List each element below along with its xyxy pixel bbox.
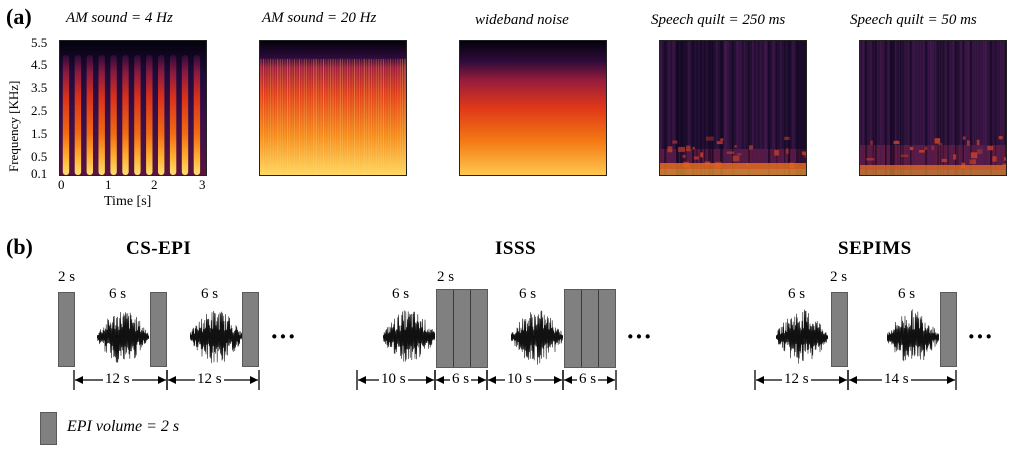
ytick-4-5: 4.5 <box>31 57 48 72</box>
cs-epi-volume <box>150 292 167 367</box>
x-axis-label: Time [s] <box>104 194 152 209</box>
sepims-ellipsis: ··· <box>967 322 994 351</box>
isss-label-10s: 10 s <box>505 371 534 388</box>
title-sq250: Speech quilt = 250 ms <box>651 12 786 28</box>
scheme-title-sepims: SEPIMS <box>838 238 912 259</box>
sepims-epi-volume <box>831 292 848 367</box>
spectrogram-noise <box>459 40 607 176</box>
sepims-label-6s: 6 s <box>898 286 916 302</box>
isss-epi-block <box>436 289 488 368</box>
panel-a-label: (a) <box>6 4 32 29</box>
sepims-epi-volume <box>940 292 957 367</box>
ytick-1-5: 1.5 <box>31 126 48 141</box>
spectrogram-sq50 <box>859 40 1007 176</box>
legend-epi-swatch <box>40 412 57 445</box>
cs-arrow-12s <box>72 368 262 392</box>
panel-b-label: (b) <box>6 234 33 259</box>
spectrogram-am4 <box>59 40 207 176</box>
xtick-0: 0 <box>58 177 65 192</box>
title-am4: AM sound = 4 Hz <box>66 10 173 26</box>
legend-epi-label: EPI volume = 2 s <box>67 418 180 435</box>
cs-label-6s: 6 s <box>201 286 219 302</box>
isss-sound-waveform <box>383 307 435 367</box>
xtick-3: 3 <box>199 177 206 192</box>
sepims-label-14s: 14 s <box>882 371 911 388</box>
isss-label-2s: 2 s <box>437 269 455 285</box>
cs-epi-volume <box>58 292 75 367</box>
cs-sound-waveform <box>97 307 149 367</box>
cs-label-12s: 12 s <box>195 371 224 388</box>
sepims-arrows <box>753 368 959 392</box>
title-am20: AM sound = 20 Hz <box>262 10 377 26</box>
isss-label-6s: 6 s <box>450 371 472 388</box>
spectrogram-sq250 <box>659 40 807 176</box>
cs-ellipsis: ··· <box>270 322 297 351</box>
ytick-0-5: 0.5 <box>31 149 48 164</box>
isss-label-6s: 6 s <box>392 286 410 302</box>
spectrogram-am20 <box>259 40 407 176</box>
scheme-title-isss: ISSS <box>495 238 537 259</box>
ytick-3-5: 3.5 <box>31 80 48 95</box>
isss-label-6s: 6 s <box>577 371 599 388</box>
title-noise: wideband noise <box>475 12 569 28</box>
ytick-2-5: 2.5 <box>31 103 48 118</box>
isss-label-6s: 6 s <box>519 286 537 302</box>
y-axis-label: Frequency [KHz] <box>6 80 21 172</box>
cs-label-6s: 6 s <box>109 286 127 302</box>
xtick-2: 2 <box>151 177 158 192</box>
xtick-1: 1 <box>105 177 112 192</box>
cs-label-12s: 12 s <box>103 371 132 388</box>
isss-sound-waveform <box>511 307 563 367</box>
isss-label-10s: 10 s <box>379 371 408 388</box>
sepims-label-6s: 6 s <box>788 286 806 302</box>
cs-sound-waveform <box>190 307 242 367</box>
ytick-0-1: 0.1 <box>31 166 48 181</box>
scheme-title-cs-epi: CS-EPI <box>126 238 192 259</box>
title-sq50: Speech quilt = 50 ms <box>850 12 977 28</box>
sepims-sound-waveform <box>776 307 828 367</box>
isss-epi-block <box>564 289 616 368</box>
ytick-5-5: 5.5 <box>31 35 48 50</box>
isss-ellipsis: ··· <box>626 322 653 351</box>
cs-epi-volume <box>242 292 259 367</box>
cs-label-2s: 2 s <box>58 269 76 285</box>
sepims-label-12s: 12 s <box>782 371 811 388</box>
sepims-label-2s: 2 s <box>830 269 848 285</box>
sepims-sound-waveform <box>887 307 939 367</box>
